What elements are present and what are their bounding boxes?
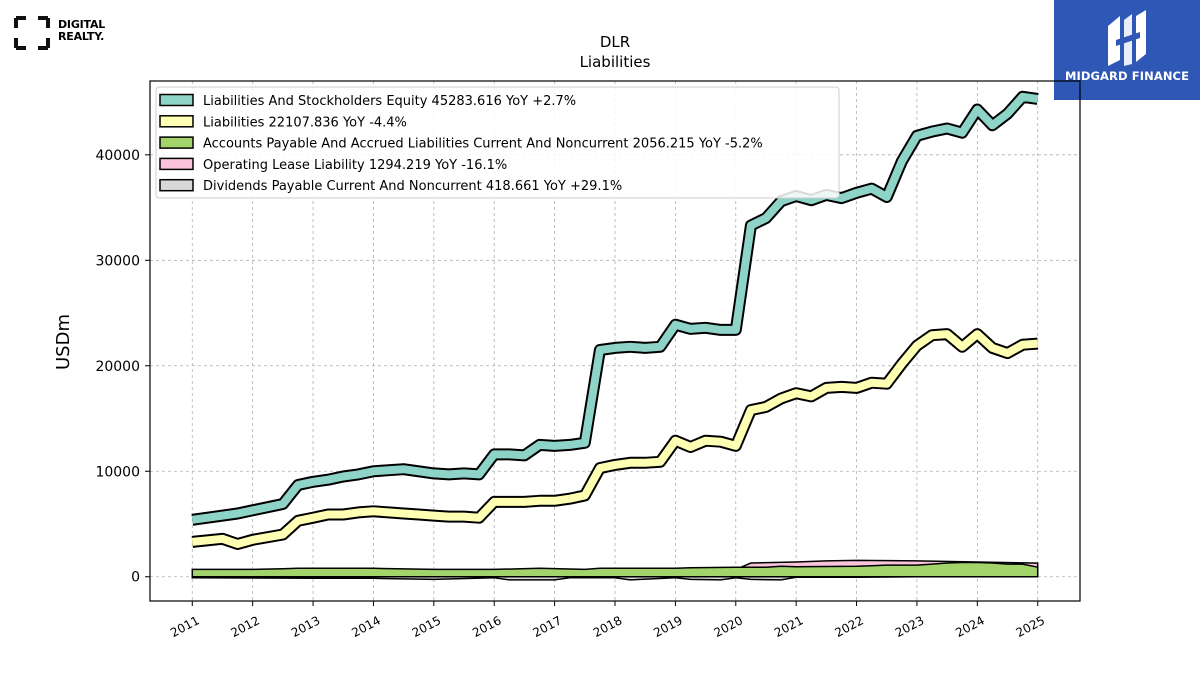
- x-tick-label: 2025: [1014, 613, 1048, 640]
- series-area: [191, 561, 1039, 578]
- legend-box: [155, 86, 840, 199]
- y-tick-label: 10000: [95, 464, 140, 480]
- legend-swatch: [159, 136, 194, 149]
- midgard-finance-logo: MIDGARD FINANCE: [1054, 0, 1200, 100]
- series-0: [191, 90, 1039, 526]
- x-tick-label: 2022: [832, 613, 866, 640]
- x-tick-label: 2017: [530, 613, 564, 640]
- legend-swatch: [159, 93, 194, 107]
- series-line: [191, 330, 1038, 548]
- series-2: [191, 561, 1039, 578]
- x-tick-label: 2019: [651, 613, 685, 640]
- x-tick-label: 2020: [712, 613, 746, 640]
- x-tick-label: 2015: [410, 613, 444, 640]
- x-tick-label: 2018: [591, 613, 625, 640]
- legend-swatch: [159, 157, 194, 171]
- x-tick-label: 2011: [168, 613, 202, 640]
- y-tick-label: 0: [131, 570, 140, 586]
- x-tick-label: 2024: [953, 613, 987, 640]
- legend-swatch: [159, 115, 194, 128]
- logo-text-line1: DIGITAL: [58, 18, 106, 31]
- legend-label: Liabilities And Stockholders Equity 4528…: [203, 94, 576, 109]
- y-tick-label: 30000: [95, 253, 140, 269]
- x-tick-label: 2023: [893, 613, 927, 640]
- y-tick-label: 20000: [95, 359, 140, 375]
- legend-label: Liabilities 22107.836 YoY -4.4%: [203, 115, 407, 130]
- y-tick-label: 40000: [95, 148, 140, 164]
- chart-title: DLR: [600, 33, 630, 51]
- legend-swatch: [159, 178, 194, 192]
- legend: Liabilities And Stockholders Equity 4528…: [155, 86, 840, 199]
- x-tick-label: 2014: [349, 613, 383, 640]
- series-1: [191, 328, 1039, 550]
- x-tick-label: 2021: [772, 613, 806, 640]
- digital-realty-mark-icon: [14, 16, 50, 50]
- y-axis-label: USDm: [53, 314, 74, 370]
- x-tick-label: 2016: [470, 613, 504, 640]
- digital-realty-logo: DIGITAL REALTY.: [14, 14, 124, 50]
- series-line: [191, 92, 1039, 524]
- logo-text-line2: REALTY.: [58, 30, 105, 43]
- legend-label: Accounts Payable And Accrued Liabilities…: [203, 137, 763, 152]
- midgard-name: MIDGARD FINANCE: [1064, 69, 1190, 83]
- midgard-mark-icon: [1108, 10, 1146, 66]
- legend-label: Dividends Payable Current And Noncurrent…: [203, 179, 622, 194]
- chart-subtitle: Liabilities: [580, 53, 651, 71]
- series-layer: [191, 90, 1039, 581]
- x-tick-label: 2012: [229, 613, 263, 640]
- x-tick-label: 2013: [289, 613, 323, 640]
- legend-label: Operating Lease Liability 1294.219 YoY -…: [203, 158, 507, 173]
